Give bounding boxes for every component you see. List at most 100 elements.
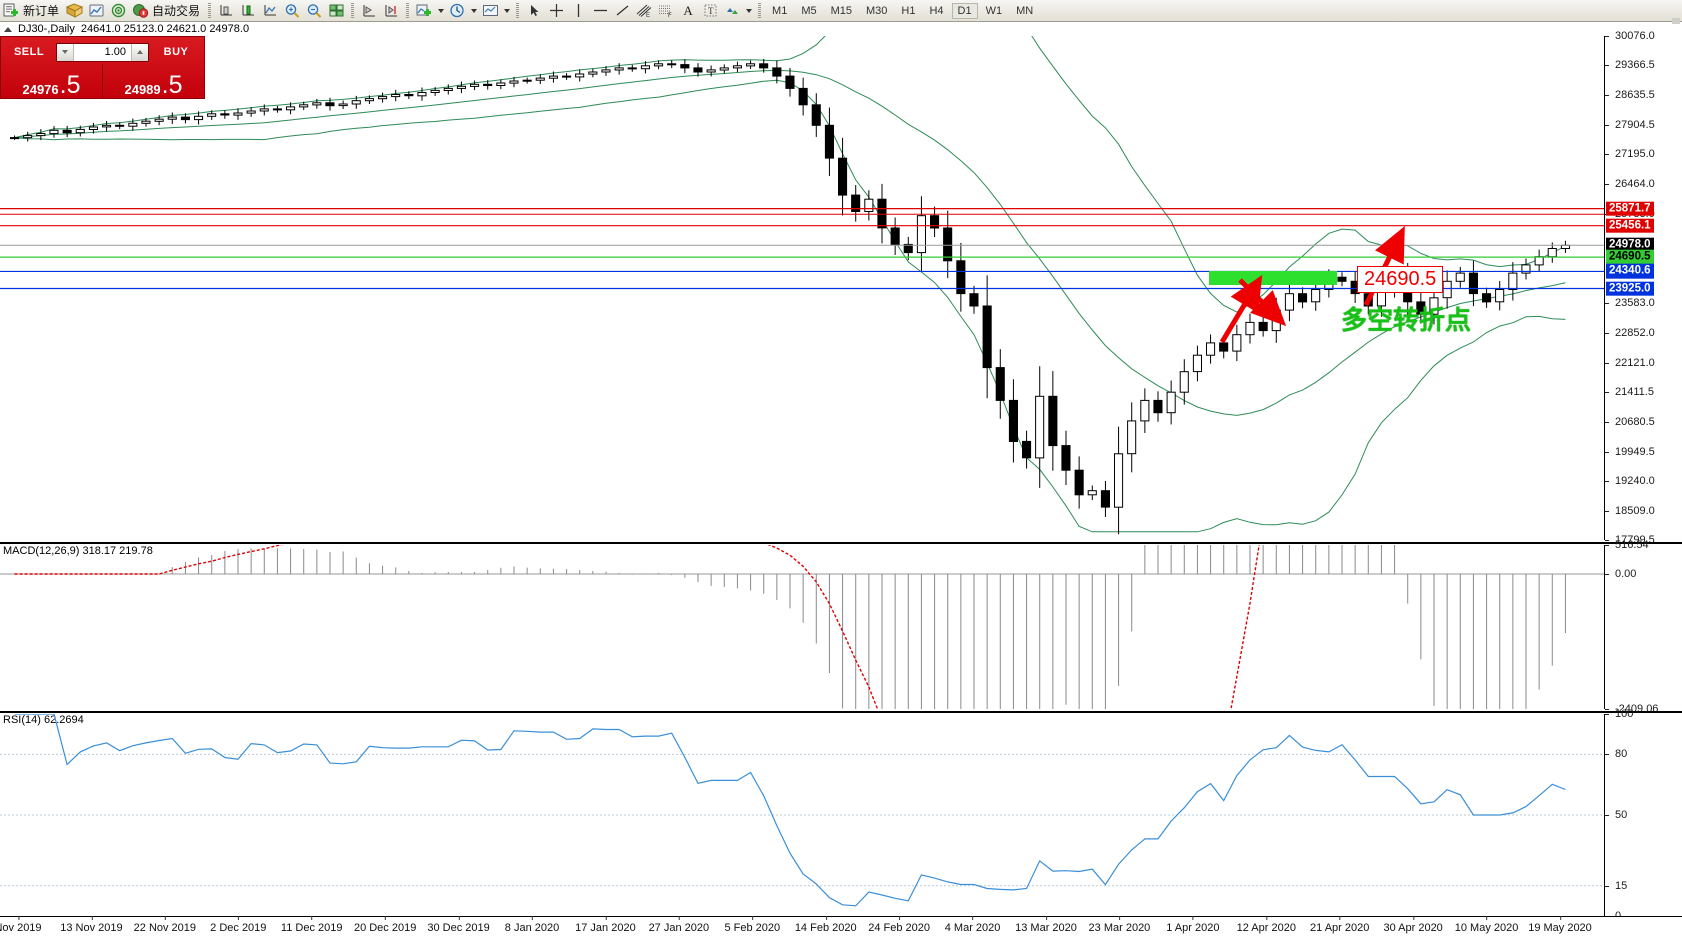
- rsi-plot-area[interactable]: [0, 714, 1604, 916]
- market-watch-icon[interactable]: [107, 1, 129, 20]
- rsi-tick: 100: [1605, 708, 1682, 720]
- new-order-label[interactable]: 新订单: [23, 4, 60, 18]
- time-label: 8 Jan 2020: [504, 916, 560, 934]
- collapse-triangle-icon[interactable]: [4, 26, 12, 32]
- time-label: 13 Mar 2020: [1015, 916, 1077, 934]
- vertical-line-icon[interactable]: [567, 1, 589, 20]
- svg-text:E: E: [646, 13, 650, 18]
- timeframe-h1[interactable]: H1: [901, 4, 916, 17]
- text-icon[interactable]: A: [683, 2, 693, 18]
- chart-ohlc-values: 24641.0 25123.0 24621.0 24978.0: [80, 23, 250, 35]
- price-level-tag-blue[interactable]: 23925.0: [1606, 281, 1654, 296]
- macd-tick: 0.00: [1605, 568, 1682, 580]
- crosshair-bar-icon[interactable]: [215, 1, 237, 20]
- timeframe-m5[interactable]: M5: [801, 4, 817, 17]
- price-tick: 19240.0: [1605, 475, 1682, 487]
- text-label-icon[interactable]: T: [699, 1, 721, 20]
- svg-text:T: T: [708, 6, 714, 16]
- macd-tick: 516.54: [1605, 539, 1682, 551]
- auto-scroll-icon[interactable]: [380, 1, 402, 20]
- candlestick-chart-icon[interactable]: [237, 1, 259, 20]
- price-plot-area[interactable]: [0, 36, 1604, 540]
- rsi-chart-svg: [0, 714, 1604, 907]
- data-window-icon[interactable]: [85, 1, 107, 20]
- new-order-icon[interactable]: [0, 1, 22, 20]
- time-label: 12 Apr 2020: [1236, 916, 1296, 934]
- scrollbar-nub[interactable]: [1672, 18, 1680, 24]
- cursor-icon[interactable]: [523, 1, 545, 20]
- price-tick: 19949.5: [1605, 446, 1682, 458]
- trendline-icon[interactable]: [611, 1, 633, 20]
- autotrading-label[interactable]: 自动交易: [152, 4, 201, 18]
- macd-label: MACD(12,26,9) 318.17 219.78: [3, 545, 153, 557]
- timeframe-m15[interactable]: M15: [830, 4, 852, 17]
- price-tick: 28635.5: [1605, 89, 1682, 101]
- price-level-tag-red[interactable]: 25456.1: [1606, 218, 1654, 233]
- toolbar-divider: [206, 2, 213, 19]
- templates-icon[interactable]: [479, 1, 501, 20]
- time-label: 10 May 2020: [1454, 916, 1519, 934]
- timeframe-m30[interactable]: M30: [866, 4, 888, 17]
- equidistant-channel-icon[interactable]: E: [633, 1, 655, 20]
- period-clock-icon[interactable]: [446, 1, 468, 20]
- price-tick: 22852.0: [1605, 327, 1682, 339]
- time-label: 24 Feb 2020: [868, 916, 931, 934]
- period-dropdown-caret-icon[interactable]: [468, 1, 479, 20]
- volume-decrease-icon[interactable]: [57, 43, 74, 61]
- orders-icon[interactable]: [63, 1, 85, 20]
- templates-dropdown-caret-icon[interactable]: [501, 1, 512, 20]
- trade-panel-top-row: SELL 1.00 BUY: [1, 37, 204, 64]
- crosshair-icon[interactable]: [545, 1, 567, 20]
- macd-pane[interactable]: MACD(12,26,9) 318.17 219.78 516.54 0.00 -2…: [0, 539, 1682, 715]
- main-toolbar: 新订单: [0, 0, 1682, 22]
- buy-price-integer: 24989: [124, 82, 161, 97]
- volume-stepper[interactable]: 1.00: [56, 42, 149, 62]
- rsi-pane[interactable]: RSI(14) 62.2694 1008050150: [0, 708, 1682, 922]
- sell-price-fraction: .5: [59, 70, 81, 99]
- timeframe-m1[interactable]: M1: [772, 4, 788, 17]
- buy-price[interactable]: 24989 .5: [103, 64, 204, 99]
- price-axis[interactable]: 30076.0 29366.5 28635.5 27904.5 27195.0 26464…: [1604, 30, 1682, 546]
- shift-chart-icon[interactable]: [358, 1, 380, 20]
- price-level-tag-black[interactable]: 24978.0: [1606, 237, 1654, 253]
- zoom-in-icon[interactable]: [281, 1, 303, 20]
- rsi-tick: 50: [1605, 809, 1682, 821]
- macd-plot-area[interactable]: [0, 545, 1604, 709]
- horizontal-line-icon[interactable]: [589, 1, 611, 20]
- tile-windows-icon[interactable]: [325, 1, 347, 20]
- time-label: 23 Mar 2020: [1088, 916, 1151, 934]
- autotrading-icon[interactable]: [129, 1, 151, 20]
- price-level-tag-blue[interactable]: 24340.6: [1606, 264, 1654, 279]
- sell-price[interactable]: 24976 .5: [1, 64, 103, 99]
- buy-button[interactable]: BUY: [163, 46, 189, 58]
- time-axis[interactable]: Nov 2019 13 Nov 2019 22 Nov 2019 2 Dec 2019…: [0, 916, 1682, 945]
- price-callout-badge: 24690.5: [1357, 266, 1444, 293]
- price-level-tag-red[interactable]: 25871.7: [1606, 201, 1654, 216]
- timeframe-w1[interactable]: W1: [985, 4, 1003, 17]
- indicator-dropdown-caret-icon[interactable]: [435, 1, 446, 20]
- time-label: 2 Dec 2019: [210, 916, 267, 934]
- chart-panes: 30076.0 29366.5 28635.5 27904.5 27195.0 26464…: [0, 30, 1682, 922]
- arrows-dropdown-caret-icon[interactable]: [743, 1, 754, 20]
- volume-input[interactable]: 1.00: [104, 46, 126, 58]
- volume-increase-icon[interactable]: [131, 43, 148, 61]
- time-label: 11 Dec 2019: [280, 916, 343, 934]
- fibonacci-icon[interactable]: F: [655, 1, 677, 20]
- macd-axis[interactable]: 516.54 0.00 -2409.06: [1604, 539, 1682, 715]
- buy-price-fraction: .5: [161, 70, 183, 99]
- rsi-axis[interactable]: 1008050150: [1604, 708, 1682, 922]
- time-label: 20 Dec 2019: [353, 916, 417, 934]
- price-level-tag-green[interactable]: 24690.5: [1606, 249, 1654, 265]
- time-label: 14 Feb 2020: [794, 916, 857, 934]
- zoom-out-icon[interactable]: [303, 1, 325, 20]
- sell-button[interactable]: SELL: [13, 46, 45, 58]
- timeframe-d1[interactable]: D1: [951, 2, 978, 19]
- timeframe-mn[interactable]: MN: [1016, 4, 1034, 17]
- arrows-icon[interactable]: [721, 1, 743, 20]
- time-label: 30 Dec 2019: [427, 916, 490, 934]
- line-chart-icon[interactable]: [259, 1, 281, 20]
- chart-symbol-label: DJ30-,Daily: [18, 23, 75, 35]
- timeframe-h4[interactable]: H4: [929, 4, 944, 17]
- add-indicator-icon[interactable]: [413, 1, 435, 20]
